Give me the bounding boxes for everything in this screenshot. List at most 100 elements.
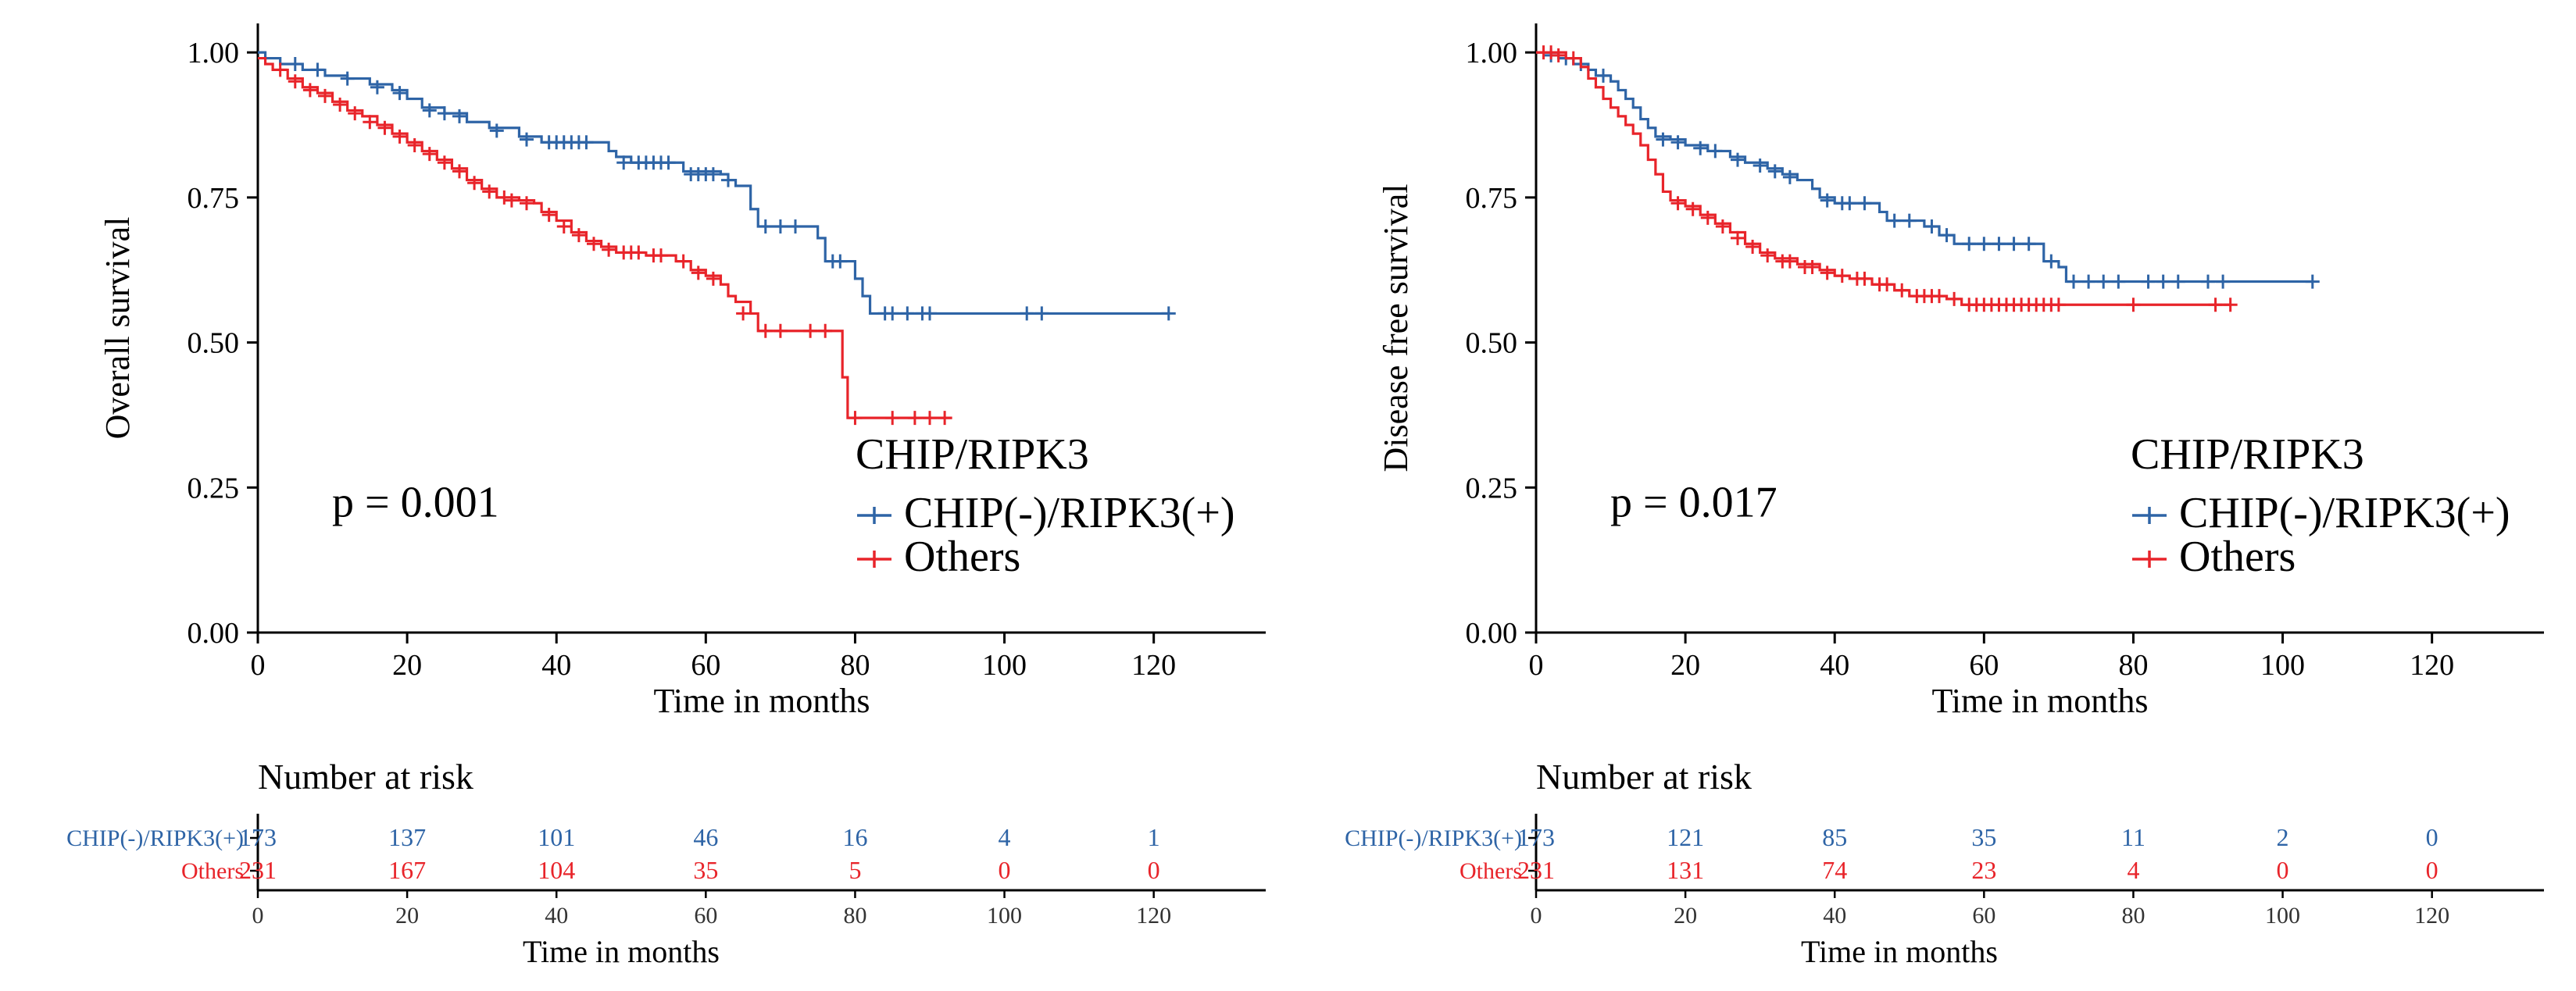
censor-mark	[422, 103, 437, 118]
risk-count: 2	[2277, 823, 2289, 851]
censor-mark	[1820, 193, 1835, 208]
x-tick-label: 40	[541, 649, 571, 682]
legend-label: Others	[2179, 533, 2296, 581]
censor-mark	[520, 196, 534, 211]
censor-mark	[2141, 274, 2156, 289]
risk-x-tick-label: 60	[694, 903, 717, 929]
risk-count: 23	[1971, 856, 1996, 884]
censor-mark	[1902, 213, 1917, 228]
censor-mark	[422, 147, 437, 162]
y-axis-label: Overall survival	[98, 217, 137, 440]
censor-mark	[833, 254, 848, 269]
y-tick-label: 0.50	[188, 327, 240, 360]
risk-table-title: Number at risk	[258, 757, 473, 797]
censor-mark	[803, 323, 818, 338]
censor-mark	[773, 219, 788, 233]
y-tick-label: 0.75	[1466, 182, 1518, 215]
censor-mark	[392, 86, 407, 101]
risk-count: 16	[842, 823, 867, 851]
legend-title: CHIP/RIPK3	[2131, 430, 2364, 479]
censor-mark	[2223, 298, 2238, 312]
censor-mark	[467, 176, 482, 191]
censor-mark	[587, 237, 601, 251]
y-tick-label: 0.25	[1466, 472, 1518, 504]
censor-mark	[1596, 68, 1610, 83]
censor-mark	[923, 306, 937, 321]
censor-mark	[2067, 274, 2081, 289]
censor-mark	[1880, 277, 1895, 292]
censor-mark	[1767, 164, 1782, 179]
legend-title: CHIP/RIPK3	[856, 430, 1089, 479]
censor-mark	[1842, 196, 1857, 211]
risk-count: 0	[999, 856, 1011, 884]
censor-mark	[2126, 298, 2141, 312]
risk-table-title: Number at risk	[1536, 757, 1752, 797]
censor-mark	[2208, 298, 2223, 312]
censor-mark	[348, 106, 363, 121]
risk-count: 0	[1148, 856, 1160, 884]
risk-x-axis-label: Time in months	[523, 934, 720, 969]
y-tick-label: 1.00	[188, 37, 240, 70]
censor-mark	[318, 88, 332, 103]
risk-x-tick-label: 0	[1531, 903, 1542, 929]
censor-mark	[392, 129, 407, 144]
risk-row-label: Others	[1459, 858, 1522, 884]
censor-mark	[1977, 237, 1992, 251]
censor-mark	[818, 323, 833, 338]
risk-x-tick-label: 120	[1136, 903, 1171, 929]
x-tick-label: 20	[392, 649, 422, 682]
y-tick-label: 0.75	[188, 182, 240, 215]
censor-mark	[923, 411, 937, 426]
censor-mark	[1161, 306, 1176, 321]
censor-mark	[848, 411, 863, 426]
censor-mark	[1805, 260, 1820, 274]
risk-x-tick-label: 60	[1972, 903, 1995, 929]
x-tick-label: 60	[1969, 649, 1999, 682]
risk-count: 104	[538, 856, 575, 884]
censor-mark	[452, 109, 466, 123]
p-value: p = 0.017	[1610, 478, 1777, 526]
risk-count: 35	[693, 856, 718, 884]
censor-mark	[2096, 274, 2111, 289]
risk-count: 0	[2277, 856, 2289, 884]
risk-count: 121	[1667, 823, 1704, 851]
risk-count: 0	[2426, 856, 2438, 884]
risk-x-tick-label: 40	[1823, 903, 1846, 929]
censor-mark	[2305, 274, 2320, 289]
censor-mark	[579, 135, 594, 150]
panel-disease-free-survival: 0.000.250.500.751.000 20 40 60 80 100 120Time …	[1345, 23, 2544, 969]
risk-count: 46	[693, 823, 718, 851]
censor-mark	[288, 74, 302, 89]
censor-mark	[758, 219, 773, 233]
panel-overall-survival: 0.000.250.500.751.000 20 40 60 80 100 120Time …	[66, 23, 1266, 969]
censor-mark	[602, 242, 616, 257]
censor-mark	[788, 219, 802, 233]
risk-row-label: CHIP(-)/RIPK3(+)	[1345, 825, 1522, 851]
censor-mark	[631, 245, 646, 260]
y-tick-label: 0.50	[1466, 327, 1518, 360]
x-tick-label: 80	[2118, 649, 2148, 682]
censor-mark	[1782, 254, 1797, 269]
censor-mark	[2156, 274, 2170, 289]
x-tick-label: 100	[2260, 649, 2305, 682]
censor-mark	[1731, 152, 1745, 167]
risk-count: 85	[1822, 823, 1847, 851]
risk-count: 167	[388, 856, 426, 884]
censor-mark	[489, 123, 504, 138]
censor-mark	[407, 138, 422, 152]
censor-mark	[2021, 237, 2036, 251]
censor-mark	[1820, 266, 1835, 280]
legend-label: Others	[904, 533, 1020, 581]
censor-mark	[1752, 159, 1767, 173]
risk-count: 4	[999, 823, 1011, 851]
censor-mark	[1670, 196, 1685, 211]
risk-x-tick-label: 0	[252, 903, 264, 929]
y-tick-label: 0.00	[1466, 617, 1518, 650]
censor-mark	[1895, 283, 1910, 298]
censor-mark	[1731, 230, 1745, 245]
risk-x-tick-label: 20	[1674, 903, 1697, 929]
censor-mark	[1992, 237, 2006, 251]
censor-mark	[2081, 274, 2096, 289]
risk-count: 74	[1822, 856, 1847, 884]
x-tick-label: 120	[2410, 649, 2454, 682]
